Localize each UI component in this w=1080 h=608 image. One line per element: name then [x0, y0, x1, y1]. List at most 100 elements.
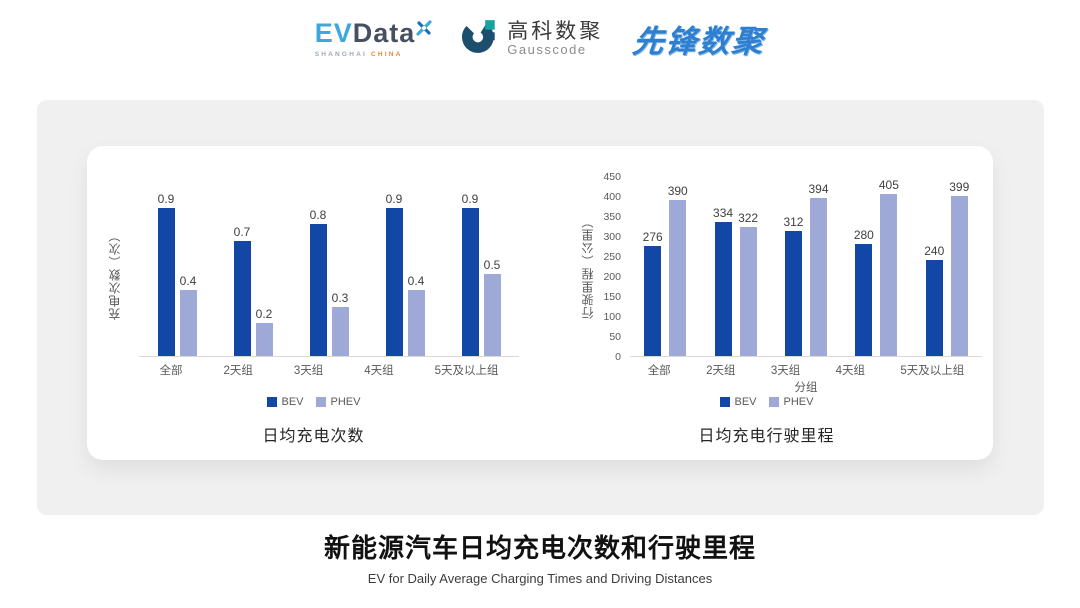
gausscode-cn-text: 高科数聚: [507, 19, 604, 43]
y-tick-label: 200: [603, 270, 621, 283]
legend-item-bev: BEV: [719, 396, 757, 408]
bar-value-label: 0.7: [233, 224, 251, 239]
y-axis: 0 50 100 150 200 250 300 350 400 450: [596, 171, 626, 361]
bar-value-label: 394: [808, 182, 829, 197]
page-subtitle: EV for Daily Average Charging Times and …: [367, 571, 713, 586]
legend-item-bev: BEV: [266, 396, 304, 408]
logo-header: EV Data SHANGHAI CHINA 高科数聚 Gaussc: [0, 16, 1080, 61]
bar-wrap: 0.4: [407, 192, 425, 356]
bar-wrap: 405: [879, 177, 899, 356]
bar-bev: [309, 224, 327, 356]
category-label: 全部: [647, 365, 671, 377]
evdata-shanghai-text: SHANGHAI: [314, 50, 367, 58]
bar-value-label: 280: [853, 228, 874, 242]
bar-group: 0.9 0.4: [385, 191, 425, 356]
bar-bev: [925, 260, 943, 356]
bar-wrap: 322: [738, 177, 758, 356]
bar-phev: [739, 227, 757, 356]
bar-group: 334 322: [713, 177, 758, 356]
category-label: 2天组: [223, 365, 253, 377]
bar-value-label: 0.3: [331, 290, 349, 305]
y-tick-label: 100: [603, 310, 621, 323]
legend-label: PHEV: [783, 396, 814, 408]
chart-card: 充电次数（次） 0.9 0.4 0.7 0.2 0.8 0.3 0.9 0.4 0.9 0.5 全…: [87, 146, 993, 460]
x-axis-categories: 全部 2天组 3天组 4天组 5天及以上组: [139, 362, 519, 378]
category-label: 3天组: [293, 365, 324, 377]
chart-daily-charging-times: 充电次数（次） 0.9 0.4 0.7 0.2 0.8 0.3 0.9 0.4 0.9 0.5 全…: [87, 146, 540, 460]
y-axis-label: 行驶里程（公里）: [580, 215, 595, 319]
bar-group: 276 390: [643, 177, 688, 356]
bar-wrap: 0.9: [385, 191, 403, 356]
plot-area: 276 390 334 322 312 394 280 405 240 399: [630, 177, 982, 357]
bar-group: 312 394: [783, 177, 829, 356]
evdata-subtitle: SHANGHAI CHINA: [315, 51, 403, 58]
bar-value-label: 0.9: [157, 191, 175, 206]
bar-bev: [385, 207, 403, 356]
bar-phev: [669, 200, 687, 356]
bar-wrap: 0.9: [157, 191, 175, 356]
chart-title: 日均充电次数: [262, 428, 365, 445]
bar-wrap: 280: [854, 177, 874, 356]
bar-value-label: 405: [878, 178, 899, 192]
bar-wrap: 0.4: [179, 192, 197, 356]
legend-item-phev: PHEV: [315, 396, 361, 408]
star-icon: [416, 14, 432, 41]
bar-wrap: 0.3: [331, 192, 349, 356]
category-label: 2天组: [706, 365, 736, 377]
page-footer: 新能源汽车日均充电次数和行驶里程 EV for Daily Average Ch…: [0, 528, 1080, 586]
page-title: 新能源汽车日均充电次数和行驶里程: [323, 533, 756, 563]
bar-bev: [233, 240, 251, 356]
y-tick-label: 350: [603, 210, 621, 223]
bar-value-label: 399: [949, 180, 970, 195]
evdata-data-text: Data: [352, 17, 416, 48]
bar-value-label: 240: [924, 244, 945, 258]
xianfeng-text: 先锋数聚: [631, 24, 767, 59]
bar-bev: [784, 231, 802, 356]
category-label: 3天组: [770, 365, 801, 377]
gausscode-g-icon: [462, 17, 500, 60]
evdata-ev-text: EV: [314, 17, 353, 48]
bar-wrap: 0.2: [255, 192, 273, 356]
y-tick-label: 300: [603, 230, 621, 243]
category-label: 4天组: [364, 365, 394, 377]
bar-wrap: 0.9: [461, 191, 479, 356]
bar-bev: [714, 222, 732, 356]
bar-phev: [880, 194, 898, 356]
bar-value-label: 0.4: [407, 274, 425, 288]
xianfeng-logo: 先锋数聚: [631, 16, 768, 61]
legend-marker-icon: [315, 397, 326, 407]
legend: BEV PHEV: [87, 396, 540, 408]
bar-wrap: 312: [783, 177, 803, 356]
bar-wrap: 390: [668, 177, 688, 356]
y-axis-label: 充电次数（次）: [107, 229, 122, 320]
chart-daily-driving-distance: 行驶里程（公里） 0 50 100 150 200 250 300 350 400 450 276…: [540, 146, 993, 460]
legend-label: BEV: [734, 396, 757, 408]
y-tick-label: 400: [603, 190, 621, 203]
gausscode-text: 高科数聚 Gausscode: [507, 20, 603, 57]
bar-value-label: 0.9: [385, 191, 403, 206]
bar-bev: [157, 207, 175, 356]
legend-label: PHEV: [330, 396, 361, 408]
bar-group: 0.7 0.2: [233, 192, 273, 356]
evdata-logo: EV Data SHANGHAI CHINA: [314, 17, 433, 58]
bar-bev: [855, 244, 873, 356]
bar-phev: [407, 290, 425, 356]
bar-phev: [255, 323, 273, 356]
evdata-wordmark: EV Data: [314, 17, 433, 48]
bar-group: 280 405: [854, 177, 899, 356]
bar-phev: [331, 306, 349, 356]
bar-wrap: 240: [924, 177, 944, 356]
bar-value-label: 0.2: [255, 307, 273, 321]
chart-title: 日均充电行驶里程: [698, 428, 835, 445]
bar-value-label: 0.9: [461, 191, 479, 206]
y-tick-label: 150: [603, 290, 621, 303]
bar-wrap: 394: [808, 177, 829, 356]
bar-bev: [461, 207, 479, 356]
category-label: 4天组: [835, 365, 866, 377]
bar-wrap: 0.5: [483, 192, 501, 356]
bar-value-label: 0.8: [309, 208, 327, 222]
bar-phev: [950, 196, 968, 356]
bar-wrap: 276: [643, 177, 663, 356]
bar-group: 240 399: [924, 177, 969, 356]
y-tick-label: 50: [609, 330, 621, 343]
